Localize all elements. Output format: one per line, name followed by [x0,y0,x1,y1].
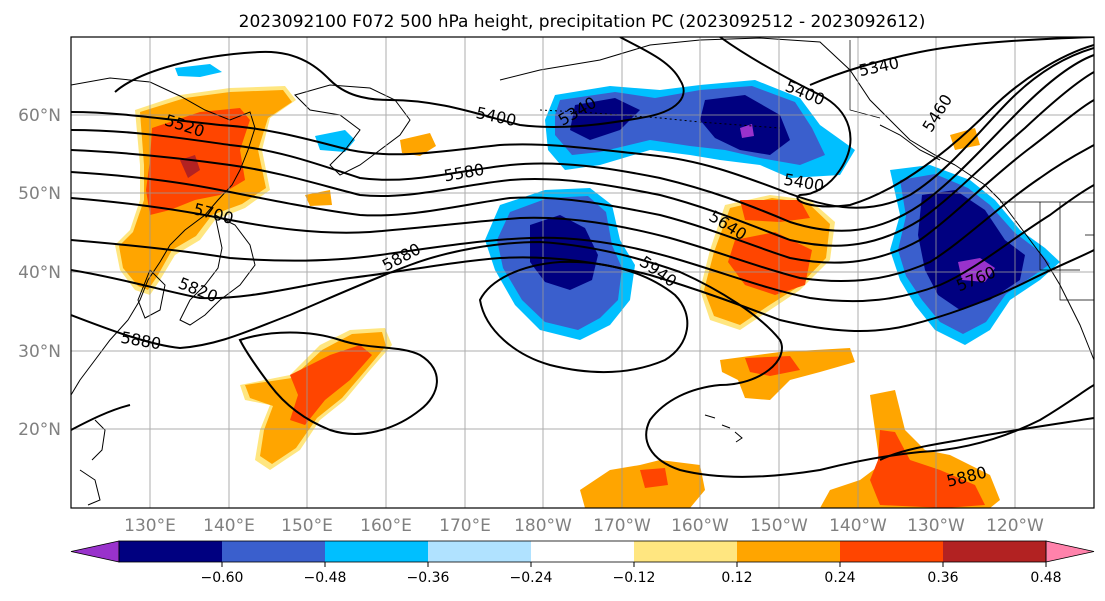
precip-positive-south [580,460,705,508]
contour-5880-low [238,331,438,435]
contour-5640 [71,99,1094,264]
colorbar-cell [943,541,1047,562]
colorbar-cell [428,541,532,562]
lat-label-20n: 20°N [18,420,61,440]
lon-label-150w: 150°W [750,516,808,536]
colorbar: −0.60 −0.48 −0.36 −0.24 −0.12 0.12 0.24 0.36 0.4… [70,540,1095,586]
precip-negative-small-1 [175,64,222,77]
coast-hawaii [704,414,743,443]
coast-aleutians [539,109,781,129]
precip-negative-aleutian-4 [740,124,754,138]
coast-bc-islands [879,124,941,161]
colorbar-outline [118,540,1047,563]
lon-label-170e: 170°E [439,516,491,536]
map-grid [71,37,1094,508]
contour-5880-se [879,417,1094,461]
contour-5940 [478,260,689,373]
precip-negative-small-2 [315,130,355,152]
lon-label-160e: 160°E [360,516,412,536]
contour-5460 [71,47,1094,209]
colorbar-tick-label: −0.60 [201,570,244,586]
precip-positive-nepacific-3 [728,200,812,295]
coastlines [71,37,1094,506]
lat-label-60n: 60°N [18,106,61,126]
longitude-labels: 130°E 140°E 150°E 160°E 170°E 180°W 170°… [124,516,1044,536]
precip-positive-small-2 [305,190,332,206]
precip-positive-south-2 [640,468,668,488]
map-panel: 5340 5340 5400 5400 5400 5460 5520 5580 … [70,36,1095,509]
coast-northamerica [954,164,1094,361]
latitude-labels: 60°N 50°N 40°N 30°N 20°N [18,106,61,440]
colorbar-cell [737,541,841,562]
lat-label-40n: 40°N [18,263,61,283]
coast-japan [179,214,256,326]
colorbar-cells [70,540,1095,563]
contour-5340 [809,37,1094,86]
coast-asia [71,77,256,396]
colorbar-tick-label: −0.24 [510,570,553,586]
colorbar-tick-label: 0.24 [824,570,855,586]
coast-kamchatka [294,84,411,176]
colorbar-cell [119,541,223,562]
lon-label-180w: 180°W [514,516,572,536]
colorbar-tick-label: −0.36 [407,570,450,586]
contour-5880-north [71,240,1094,478]
contour-5700 [71,144,1094,282]
coast-alaska [499,37,956,166]
colorbar-tick-label: −0.48 [304,570,347,586]
colorbar-cell [634,541,738,562]
contour-5400-west [114,37,685,128]
lon-label-140w: 140°W [829,516,887,536]
lat-label-30n: 30°N [18,342,61,362]
precip-positive-southeast-2 [870,430,985,508]
colorbar-cell [840,541,944,562]
border-us-states [1039,202,1094,301]
lon-label-170w: 170°W [593,516,651,536]
lon-label-130e: 130°E [124,516,176,536]
colorbar-extend-high [1045,540,1095,563]
lon-label-160w: 160°W [671,516,729,536]
colorbar-cell [325,541,429,562]
coast-taiwan-philippines [79,419,106,506]
height-contours [71,37,1094,478]
colorbar-tick-label: 0.36 [927,570,958,586]
precip-positive-small-3 [950,128,980,150]
precip-negative-aleutian-3 [570,95,790,155]
colorbar-tick-label: 0.12 [721,570,752,586]
colorbar-tick-label: −0.12 [613,570,656,586]
colorbar-ticks: −0.60 −0.48 −0.36 −0.24 −0.12 0.12 0.24 0.36 0.4… [201,562,1062,586]
coast-korea [137,269,166,319]
precip-negative-central-3 [530,215,598,290]
colorbar-cell [222,541,326,562]
lon-label-130w: 130°W [907,516,965,536]
contour-5400-east [719,37,1094,208]
map-frame [70,36,1095,509]
lat-label-50n: 50°N [18,184,61,204]
precip-positive-small-1 [400,133,436,156]
precip-negative-uswest-4 [958,258,995,282]
precip-positive-subtropical-3 [290,345,372,425]
lon-label-120w: 120°W [986,516,1044,536]
contour-5880-south [71,404,131,431]
contour-5580 [71,71,1094,247]
lon-label-140e: 140°E [203,516,255,536]
colorbar-extend-low [70,540,120,563]
map-title: 2023092100 F072 500 hPa height, precipit… [239,12,926,32]
contour-5520 [71,54,1094,232]
lon-label-150e: 150°E [281,516,333,536]
colorbar-cell [531,541,635,562]
colorbar-tick-label: 0.48 [1030,570,1061,586]
contour-5760 [71,184,1094,303]
